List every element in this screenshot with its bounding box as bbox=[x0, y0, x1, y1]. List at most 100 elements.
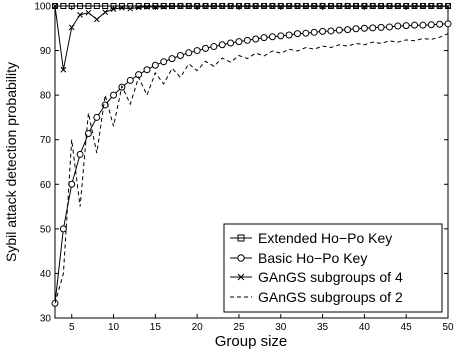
data-point-square bbox=[118, 3, 125, 9]
data-point-x bbox=[394, 3, 401, 10]
data-point-circle bbox=[285, 31, 293, 39]
data-point-circle bbox=[126, 76, 134, 84]
y-tick-label: 70 bbox=[40, 135, 52, 146]
data-point-x bbox=[336, 3, 343, 10]
data-point-circle bbox=[277, 32, 285, 40]
data-point-circle bbox=[210, 43, 218, 51]
x-tick-label: 35 bbox=[317, 322, 329, 333]
data-point-square bbox=[160, 3, 167, 9]
data-point-circle bbox=[252, 35, 260, 43]
data-point-x bbox=[261, 3, 267, 10]
data-point-circle bbox=[302, 29, 310, 37]
x-axis-label: Group size bbox=[215, 333, 288, 350]
data-point-x bbox=[411, 3, 418, 10]
data-point-x bbox=[77, 12, 83, 18]
data-point-x bbox=[328, 3, 334, 10]
data-point-circle bbox=[335, 26, 343, 34]
data-point-circle bbox=[243, 36, 251, 44]
data-point-circle bbox=[110, 91, 118, 99]
data-point-circle bbox=[168, 55, 176, 63]
legend-box bbox=[223, 223, 443, 313]
data-point-circle bbox=[268, 33, 276, 41]
data-point-circle bbox=[160, 58, 168, 66]
data-point-circle bbox=[235, 38, 243, 46]
x-tick-label: 20 bbox=[192, 322, 204, 333]
data-point-x bbox=[252, 3, 259, 10]
data-point-square bbox=[77, 3, 84, 9]
data-point-circle bbox=[427, 21, 435, 29]
data-point-x bbox=[269, 3, 276, 10]
data-point-circle bbox=[394, 22, 402, 30]
data-point-square bbox=[93, 3, 100, 9]
y-tick-label: 40 bbox=[40, 269, 52, 280]
data-point-x bbox=[227, 3, 234, 10]
data-point-x bbox=[60, 66, 67, 73]
data-point-circle bbox=[419, 21, 427, 29]
x-tick-label: 10 bbox=[108, 322, 120, 333]
data-point-square bbox=[102, 3, 109, 9]
series-line-3 bbox=[54, 33, 449, 304]
data-point-circle bbox=[360, 24, 368, 32]
y-tick-label: 90 bbox=[40, 46, 52, 57]
data-point-x bbox=[302, 3, 309, 10]
legend-label-extended: Extended Ho−Po Key bbox=[258, 230, 392, 246]
data-point-circle bbox=[143, 66, 151, 74]
data-point-circle bbox=[319, 27, 327, 35]
data-point-x bbox=[428, 3, 435, 10]
x-tick-label: 30 bbox=[275, 322, 287, 333]
data-point-circle bbox=[444, 20, 452, 28]
y-tick-label: 60 bbox=[40, 180, 52, 191]
legend-label-gangs2: GAnGS subgroups of 2 bbox=[258, 289, 403, 305]
x-tick-label: 45 bbox=[401, 322, 413, 333]
data-point-square bbox=[85, 3, 92, 9]
data-point-x bbox=[68, 24, 75, 31]
data-point-circle bbox=[151, 61, 159, 69]
data-point-circle bbox=[310, 28, 318, 36]
y-tick-label: 100 bbox=[34, 2, 51, 13]
data-point-circle bbox=[369, 24, 377, 32]
data-point-x bbox=[169, 3, 175, 10]
data-point-circle bbox=[327, 27, 335, 35]
data-point-x bbox=[286, 3, 292, 10]
tick-layer: 5 10 15 20 25 30 35 40 45 50 30 40 50 60 70 80 90 100 bbox=[34, 2, 454, 334]
data-point-x bbox=[185, 3, 192, 10]
data-point-circle bbox=[68, 180, 76, 188]
data-point-circle bbox=[293, 30, 301, 38]
data-point-x bbox=[135, 4, 142, 11]
data-point-x bbox=[160, 4, 167, 10]
data-point-circle bbox=[436, 20, 444, 28]
data-point-x bbox=[211, 3, 217, 10]
data-point-circle bbox=[176, 51, 184, 59]
data-point-x bbox=[93, 16, 100, 23]
data-point-x bbox=[311, 3, 318, 10]
data-point-x bbox=[244, 3, 251, 10]
y-tick-label: 50 bbox=[40, 224, 52, 235]
data-point-square bbox=[135, 3, 142, 9]
y-tick-label: 80 bbox=[40, 91, 52, 102]
data-point-x bbox=[102, 9, 109, 16]
data-point-x bbox=[219, 3, 226, 10]
data-point-square bbox=[60, 3, 67, 9]
data-point-circle bbox=[344, 26, 352, 34]
data-point-circle bbox=[352, 25, 360, 33]
data-point-x bbox=[369, 3, 376, 10]
data-point-x bbox=[119, 4, 125, 11]
data-point-x bbox=[436, 3, 443, 10]
data-point-circle bbox=[93, 113, 101, 121]
data-point-circle bbox=[377, 23, 385, 31]
data-point-x bbox=[344, 3, 351, 10]
legend-marker-circle bbox=[237, 254, 245, 262]
series-line-2 bbox=[54, 5, 448, 70]
data-point-square bbox=[143, 3, 150, 9]
data-point-x bbox=[420, 3, 426, 10]
data-point-x bbox=[177, 3, 184, 10]
data-point-x bbox=[85, 9, 92, 16]
x-tick-label: 15 bbox=[150, 322, 162, 333]
y-axis-label: Sybil attack detection probability bbox=[3, 62, 19, 262]
data-point-circle bbox=[76, 150, 84, 158]
data-point-x bbox=[386, 3, 393, 10]
data-point-circle bbox=[227, 39, 235, 47]
data-point-circle bbox=[218, 41, 226, 49]
legend-label-gangs4: GAnGS subgroups of 4 bbox=[258, 269, 403, 285]
x-tick-label: 25 bbox=[233, 322, 245, 333]
